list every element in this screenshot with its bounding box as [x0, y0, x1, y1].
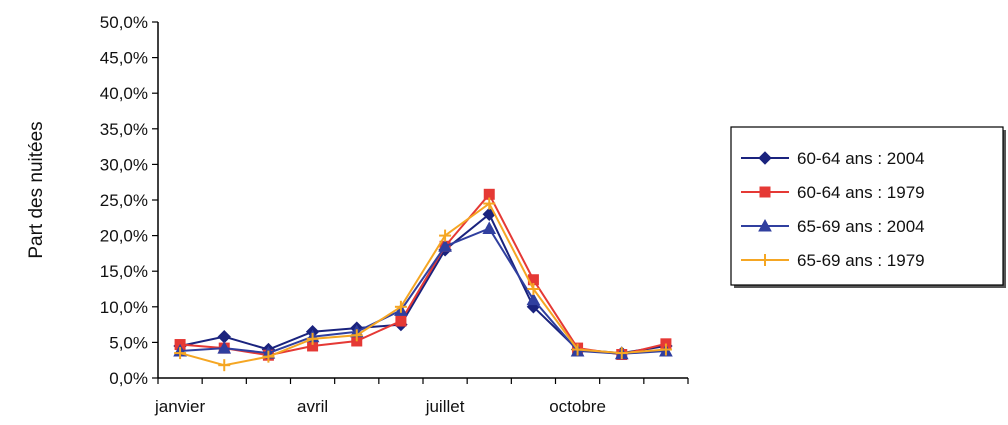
legend-label: 65-69 ans : 2004 [797, 217, 925, 236]
data-point [527, 283, 540, 295]
data-point [218, 359, 231, 372]
data-point [659, 343, 672, 356]
y-tick-label: 35,0% [100, 120, 148, 139]
data-point [439, 229, 452, 242]
x-tick-label: octobre [549, 397, 606, 416]
data-point [262, 350, 275, 363]
axes: 0,0% 5,0% 10,0% 15,0% 20,0% 25,0% 30,0% 35,0% 40… [100, 13, 689, 416]
legend-item-4: 65-69 ans : 1979 [741, 251, 925, 270]
legend-label: 60-64 ans : 2004 [797, 149, 925, 168]
data-point [217, 329, 231, 344]
y-tick-label: 15,0% [100, 262, 148, 281]
y-tick-label: 10,0% [100, 298, 148, 317]
data-point [759, 186, 771, 198]
data-point [174, 347, 187, 360]
series-2 [174, 188, 672, 361]
data-point [758, 151, 772, 165]
legend-item-3: 65-69 ans : 2004 [741, 217, 925, 236]
x-tick-label: juillet [425, 397, 465, 416]
y-tick-label: 50,0% [100, 13, 148, 32]
series-layer [173, 188, 673, 372]
series-line [180, 192, 667, 357]
data-point [438, 239, 452, 252]
legend: 60-64 ans : 2004 60-64 ans : 1979 65-69 an… [730, 126, 1006, 288]
x-tick-label: janvier [154, 397, 205, 416]
y-axis-title: Part des nuitées [26, 121, 47, 258]
data-point [483, 197, 496, 210]
y-tick-label: 25,0% [100, 191, 148, 210]
data-point [758, 218, 772, 232]
legend-box [730, 126, 1004, 286]
y-tick-label: 30,0% [100, 155, 148, 174]
data-point [217, 341, 232, 354]
y-tick-label: 40,0% [100, 84, 148, 103]
data-point [306, 332, 319, 345]
series-3 [173, 221, 673, 360]
data-point [526, 292, 541, 306]
data-point [615, 347, 628, 360]
x-tick-label: avril [297, 397, 328, 416]
y-tick-label: 5,0% [109, 333, 148, 352]
series-line [180, 227, 666, 355]
y-tick-label: 45,0% [100, 49, 148, 68]
data-point [350, 329, 363, 342]
y-tick-label: 0,0% [109, 369, 148, 388]
series-line [179, 202, 666, 367]
data-point [571, 343, 584, 356]
legend-item-2: 60-64 ans : 1979 [741, 183, 925, 202]
data-point [394, 300, 407, 313]
legend-item-1: 60-64 ans : 2004 [741, 149, 925, 168]
data-point [759, 254, 771, 266]
y-tick-label: 20,0% [100, 227, 148, 246]
data-point [482, 221, 497, 234]
legend-label: 60-64 ans : 1979 [797, 183, 925, 202]
legend-label: 65-69 ans : 1979 [797, 251, 925, 270]
series-4 [174, 197, 672, 372]
data-point [395, 315, 407, 327]
y-axis-title-group: Part des nuitées [26, 121, 47, 258]
